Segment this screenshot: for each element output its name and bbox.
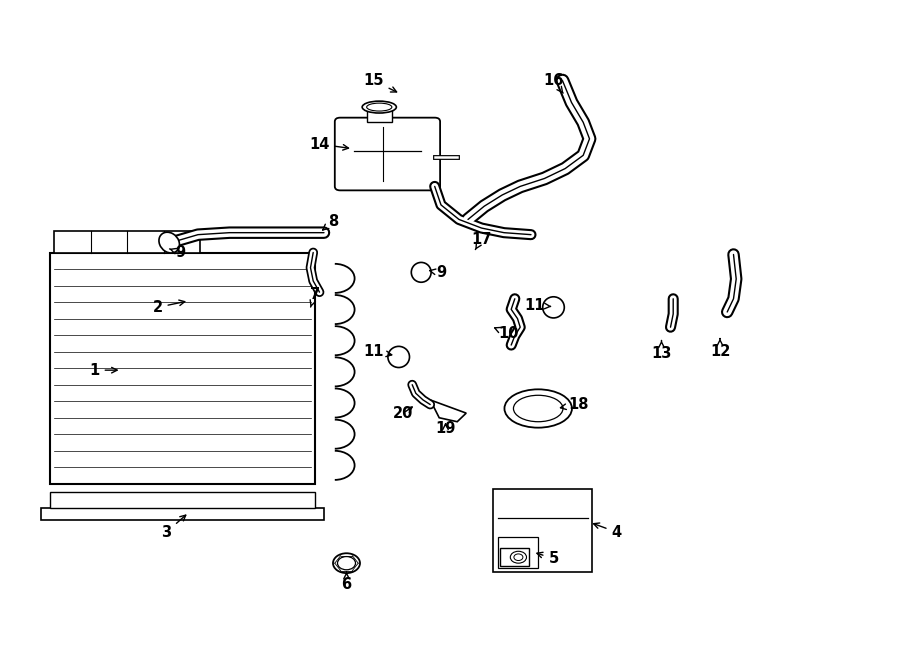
Polygon shape <box>430 400 466 422</box>
Bar <box>366 110 392 122</box>
Bar <box>493 489 592 572</box>
Bar <box>500 548 529 566</box>
Text: 19: 19 <box>436 421 455 436</box>
Ellipse shape <box>504 389 572 428</box>
Text: 4: 4 <box>594 523 622 539</box>
Bar <box>50 253 315 484</box>
Ellipse shape <box>338 557 356 570</box>
Ellipse shape <box>362 101 396 113</box>
Text: 7: 7 <box>310 287 320 307</box>
Text: 16: 16 <box>544 73 563 93</box>
Text: 9: 9 <box>169 245 185 260</box>
Text: 14: 14 <box>310 137 348 151</box>
Bar <box>40 508 324 520</box>
Text: 17: 17 <box>472 232 491 250</box>
Text: 9: 9 <box>430 266 446 280</box>
Ellipse shape <box>543 297 564 318</box>
Ellipse shape <box>388 346 410 368</box>
Ellipse shape <box>513 395 563 422</box>
Text: 5: 5 <box>537 551 559 566</box>
Text: 18: 18 <box>561 397 589 412</box>
Text: 2: 2 <box>152 300 184 315</box>
Ellipse shape <box>366 103 392 111</box>
Ellipse shape <box>514 554 523 561</box>
Text: 20: 20 <box>393 406 413 420</box>
Text: 15: 15 <box>364 73 397 92</box>
Bar <box>498 537 538 568</box>
Ellipse shape <box>333 553 360 573</box>
Text: 1: 1 <box>89 363 117 377</box>
Ellipse shape <box>510 551 526 563</box>
Text: 8: 8 <box>322 214 338 230</box>
Text: 6: 6 <box>341 572 352 592</box>
Bar <box>50 492 315 508</box>
Text: 10: 10 <box>495 327 518 341</box>
Text: 11: 11 <box>364 344 392 359</box>
Text: 3: 3 <box>161 515 185 539</box>
Text: 13: 13 <box>652 340 671 361</box>
Text: 12: 12 <box>710 338 730 359</box>
FancyBboxPatch shape <box>335 118 440 190</box>
Ellipse shape <box>411 262 431 282</box>
Text: 11: 11 <box>525 298 551 313</box>
Ellipse shape <box>159 232 179 253</box>
Bar <box>54 231 200 253</box>
